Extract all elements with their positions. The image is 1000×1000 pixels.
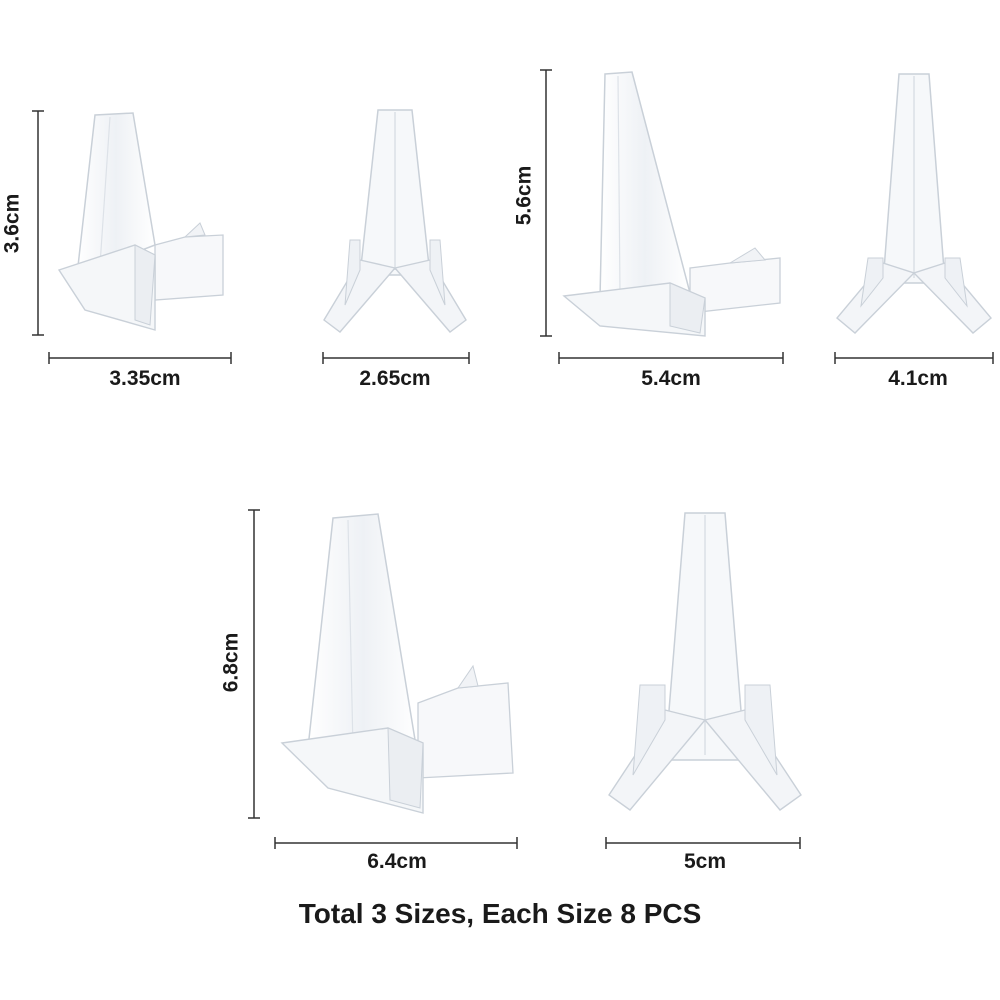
large-stand-front-view bbox=[605, 505, 805, 820]
large-front-width-label: 5cm bbox=[683, 850, 727, 873]
medium-side-width-dimension-line bbox=[558, 350, 784, 366]
large-side-width-dimension-line bbox=[274, 835, 518, 851]
medium-front-width-label: 4.1cm bbox=[888, 367, 948, 390]
small-stand-side-view bbox=[55, 105, 235, 335]
small-side-height-label: 3.6cm bbox=[0, 193, 24, 254]
medium-side-height-label: 5.6cm bbox=[512, 165, 536, 226]
large-side-height-label: 6.8cm bbox=[219, 632, 243, 693]
large-side-height-dimension-line bbox=[246, 509, 262, 819]
large-front-width-dimension-line bbox=[605, 835, 801, 851]
small-side-width-label: 3.35cm bbox=[109, 367, 181, 390]
small-front-width-dimension-line bbox=[322, 350, 470, 366]
large-stand-side-view bbox=[278, 508, 518, 818]
small-front-width-label: 2.65cm bbox=[359, 367, 431, 390]
small-side-height-dimension-line bbox=[30, 110, 46, 336]
medium-stand-front-view bbox=[833, 68, 995, 340]
large-side-width-label: 6.4cm bbox=[367, 850, 427, 873]
medium-stand-side-view bbox=[560, 68, 785, 340]
small-side-width-dimension-line bbox=[48, 350, 232, 366]
medium-side-height-dimension-line bbox=[538, 69, 554, 337]
medium-side-width-label: 5.4cm bbox=[641, 367, 701, 390]
small-stand-front-view bbox=[320, 100, 470, 340]
caption: Total 3 Sizes, Each Size 8 PCS bbox=[298, 898, 702, 929]
medium-front-width-dimension-line bbox=[834, 350, 994, 366]
